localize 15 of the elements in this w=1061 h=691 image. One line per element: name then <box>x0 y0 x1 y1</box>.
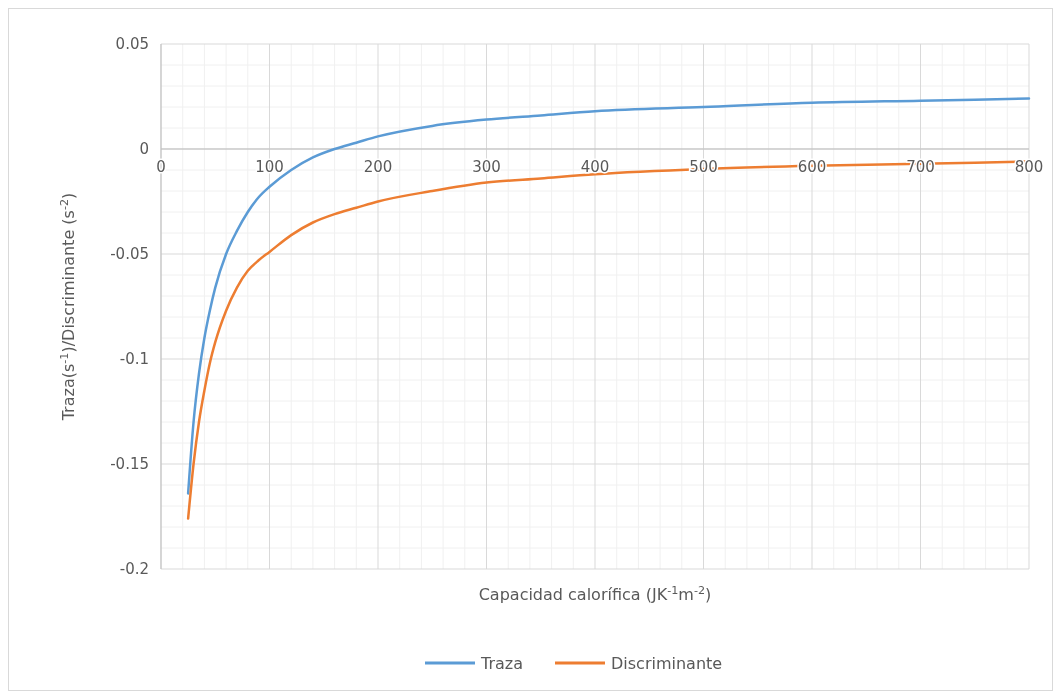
x-tick-label: 300 <box>472 158 501 176</box>
x-tick-label: 0 <box>156 158 166 176</box>
x-tick-label: 400 <box>580 158 610 176</box>
x-tick-label: 100 <box>255 158 284 176</box>
x-axis-title: Capacidad calorífica (JK$^{-1}$m$^{-2}$) <box>478 583 712 604</box>
y-tick-label: -0.15 <box>110 455 149 473</box>
y-tick-label: -0.05 <box>110 245 149 263</box>
legend-label: Discriminante <box>611 654 723 673</box>
x-tick-label: 800 <box>1014 158 1044 176</box>
y-tick-label: 0.05 <box>115 35 149 53</box>
y-tick-label: -0.1 <box>119 350 149 368</box>
y-tick-label: -0.2 <box>119 560 149 578</box>
legend-label: Traza <box>480 654 524 673</box>
x-tick-label: 200 <box>363 158 393 176</box>
y-tick-label: 0 <box>139 140 149 158</box>
